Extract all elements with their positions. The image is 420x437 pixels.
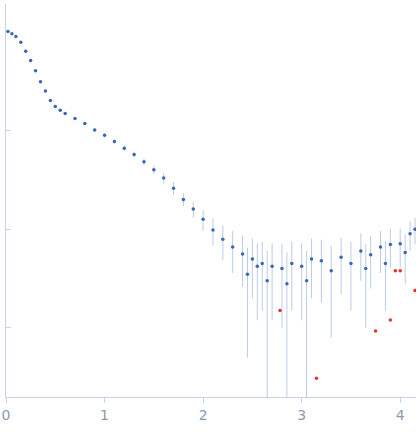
svg-text:3: 3 (297, 407, 306, 423)
svg-text:2: 2 (199, 407, 208, 423)
svg-text:0: 0 (2, 407, 11, 423)
svg-text:4: 4 (396, 407, 405, 423)
svg-text:1: 1 (100, 407, 109, 423)
